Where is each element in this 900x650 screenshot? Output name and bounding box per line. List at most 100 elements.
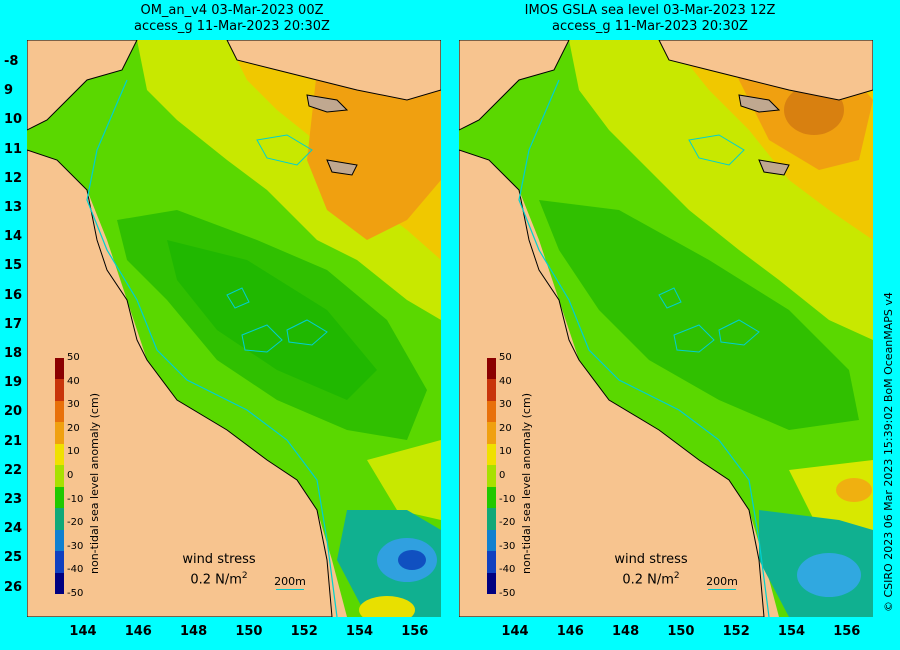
right-map-panel[interactable] (459, 40, 873, 617)
colorbar-segment (55, 422, 64, 445)
island-southeast (758, 159, 790, 176)
reef-3 (658, 287, 682, 309)
cape-york (459, 40, 570, 131)
colorbar-segment (487, 486, 496, 509)
longitude-label: 148 (612, 624, 640, 639)
reef-1 (241, 324, 283, 353)
colorbar-segment (487, 572, 496, 595)
colorbar-tick-label: 20 (499, 422, 512, 434)
colorbar-tick-label: -50 (67, 588, 84, 599)
colorbar-title: non-tidal sea level anomaly (cm) (88, 393, 101, 574)
colorbar-segment (55, 486, 64, 509)
colorbar-tick-label: -10 (67, 493, 84, 505)
latitude-label: 21 (4, 433, 23, 449)
colorbar-tick-label: 10 (499, 446, 512, 458)
orange-eddy-southeast (836, 478, 872, 502)
shelf-contour (518, 79, 770, 617)
colorbar-segment (55, 572, 64, 595)
longitude-label: 146 (556, 624, 584, 639)
latitude-label: 26 (4, 579, 23, 595)
reef-1 (673, 324, 715, 353)
latitude-label: 16 (4, 287, 23, 303)
colorbar-tick-label: -20 (499, 517, 516, 529)
yellow-southeast (789, 460, 873, 530)
colorbar-segment (487, 529, 496, 552)
latitude-label: 10 (4, 112, 23, 128)
latitude-label: 22 (4, 462, 23, 478)
colorbar-tick-label: 40 (499, 375, 512, 387)
blue-eddy (797, 553, 861, 597)
right-panel-title: IMOS GSLA sea level 03-Mar-2023 12Z acce… (500, 3, 800, 35)
latitude-label: 24 (4, 521, 23, 537)
latitude-label: 23 (4, 492, 23, 507)
longitude-label: 152 (722, 624, 750, 639)
longitude-label: 152 (290, 624, 318, 639)
latitude-label: 14 (4, 229, 23, 245)
colorbar-tick-label: 50 (67, 352, 80, 363)
longitude-label: 144 (69, 624, 97, 639)
yellow-eddy-south (359, 596, 415, 617)
longitude-label: 156 (833, 624, 861, 639)
longitude-label: 144 (501, 624, 529, 639)
longitude-label: 146 (124, 624, 152, 639)
left-title-line1: OM_an_v4 03-Mar-2023 00Z (140, 3, 324, 18)
latitude-label: -8 (4, 54, 19, 69)
longitude-label: 150 (235, 624, 263, 639)
shelf-contour (86, 79, 338, 617)
colorbar-tick-label: 30 (499, 399, 512, 411)
latitude-label: 18 (4, 346, 23, 361)
longitude-label: 148 (180, 624, 208, 639)
island-southeast (326, 159, 358, 176)
latitude-label: 11 (4, 141, 23, 157)
right-title-line1: IMOS GSLA sea level 03-Mar-2023 12Z (524, 3, 776, 18)
left-depth-contour-label: 200m (274, 575, 306, 588)
latitude-label: 19 (4, 375, 23, 391)
green-inner (167, 240, 377, 400)
right-title-line2: access_g 11-Mar-2023 20:30Z (552, 19, 748, 34)
colorbar-tick-label: -10 (499, 493, 516, 505)
colorbar-segment (55, 400, 64, 423)
left-wind-stress-legend: wind stress 0.2 N/m2 (164, 551, 274, 588)
colorbar-tick-label: 0 (67, 470, 74, 481)
wind-stress-value: 0.2 N/m2 (622, 571, 680, 588)
colorbar-tick-label: -30 (67, 540, 84, 552)
left-depth-contour-line (276, 589, 304, 590)
longitude-label: 156 (401, 624, 429, 639)
latitude-label: 13 (4, 200, 23, 215)
cape-york (27, 40, 138, 131)
colorbar-segment (487, 465, 496, 488)
colorbar-segment (55, 379, 64, 402)
colorbar-segment (487, 551, 496, 574)
colorbar-segment (487, 400, 496, 423)
colorbar-segment (487, 422, 496, 445)
colorbar-segment (55, 508, 64, 531)
colorbar-tick-label: 0 (499, 470, 506, 481)
left-panel-title: OM_an_v4 03-Mar-2023 00Z access_g 11-Mar… (82, 3, 382, 35)
queensland-coast (459, 149, 765, 617)
colorbar-tick-label: 40 (67, 375, 80, 387)
blue-eddy-core (398, 550, 426, 570)
colorbar-tick-label: 30 (67, 399, 80, 411)
colorbar-segment (55, 443, 64, 466)
copyright-credit: © CSIRO 2023 06 Mar 2023 15:39:02 BoM Oc… (882, 292, 895, 612)
colorbar-segment (487, 508, 496, 531)
colorbar-tick-label: 50 (499, 352, 512, 363)
longitude-label: 154 (777, 624, 806, 639)
island-north (306, 94, 349, 113)
left-map-panel[interactable] (27, 40, 441, 617)
wind-stress-value: 0.2 N/m2 (190, 571, 248, 588)
reef-4 (256, 134, 313, 166)
colorbar-tick-label: -20 (67, 517, 84, 529)
reef-2 (286, 319, 328, 346)
colorbar-tick-label: -50 (499, 588, 516, 599)
colorbar-segment (487, 379, 496, 402)
right-depth-contour-line (708, 589, 736, 590)
latitude-label: 12 (4, 170, 23, 186)
colorbar-segment (55, 551, 64, 574)
right-depth-contour-label: 200m (706, 575, 738, 588)
latitude-label: 25 (4, 550, 23, 566)
dark-green-band (539, 200, 859, 430)
longitude-label: 154 (345, 624, 374, 639)
reef-2 (718, 319, 760, 346)
colorbar-segment (55, 529, 64, 552)
